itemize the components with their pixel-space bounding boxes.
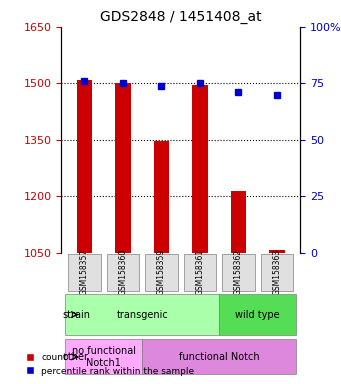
Text: other: other bbox=[62, 352, 88, 362]
FancyBboxPatch shape bbox=[65, 294, 219, 335]
Text: GSM158357: GSM158357 bbox=[80, 249, 89, 295]
FancyBboxPatch shape bbox=[107, 253, 139, 291]
FancyBboxPatch shape bbox=[145, 253, 178, 291]
Text: wild type: wild type bbox=[235, 310, 280, 319]
Bar bbox=[115, 83, 131, 253]
Title: GDS2848 / 1451408_at: GDS2848 / 1451408_at bbox=[100, 10, 262, 25]
FancyBboxPatch shape bbox=[261, 253, 293, 291]
Bar bbox=[231, 191, 246, 253]
Text: GSM158361: GSM158361 bbox=[195, 249, 205, 295]
Text: transgenic: transgenic bbox=[116, 310, 168, 319]
Bar bbox=[154, 141, 169, 253]
FancyBboxPatch shape bbox=[68, 253, 101, 291]
Text: GSM158360: GSM158360 bbox=[118, 249, 128, 295]
FancyBboxPatch shape bbox=[65, 339, 142, 374]
Text: GSM158363: GSM158363 bbox=[272, 249, 281, 295]
FancyBboxPatch shape bbox=[183, 253, 216, 291]
Text: strain: strain bbox=[62, 310, 90, 319]
Text: GSM158362: GSM158362 bbox=[234, 249, 243, 295]
Text: no functional
Notch1: no functional Notch1 bbox=[72, 346, 136, 368]
Bar bbox=[269, 250, 285, 253]
Text: GSM158359: GSM158359 bbox=[157, 249, 166, 295]
FancyBboxPatch shape bbox=[219, 294, 296, 335]
Text: functional Notch: functional Notch bbox=[179, 352, 260, 362]
Bar bbox=[192, 85, 208, 253]
FancyBboxPatch shape bbox=[142, 339, 296, 374]
FancyBboxPatch shape bbox=[222, 253, 255, 291]
Bar bbox=[77, 79, 92, 253]
Legend: count, percentile rank within the sample: count, percentile rank within the sample bbox=[21, 349, 198, 379]
